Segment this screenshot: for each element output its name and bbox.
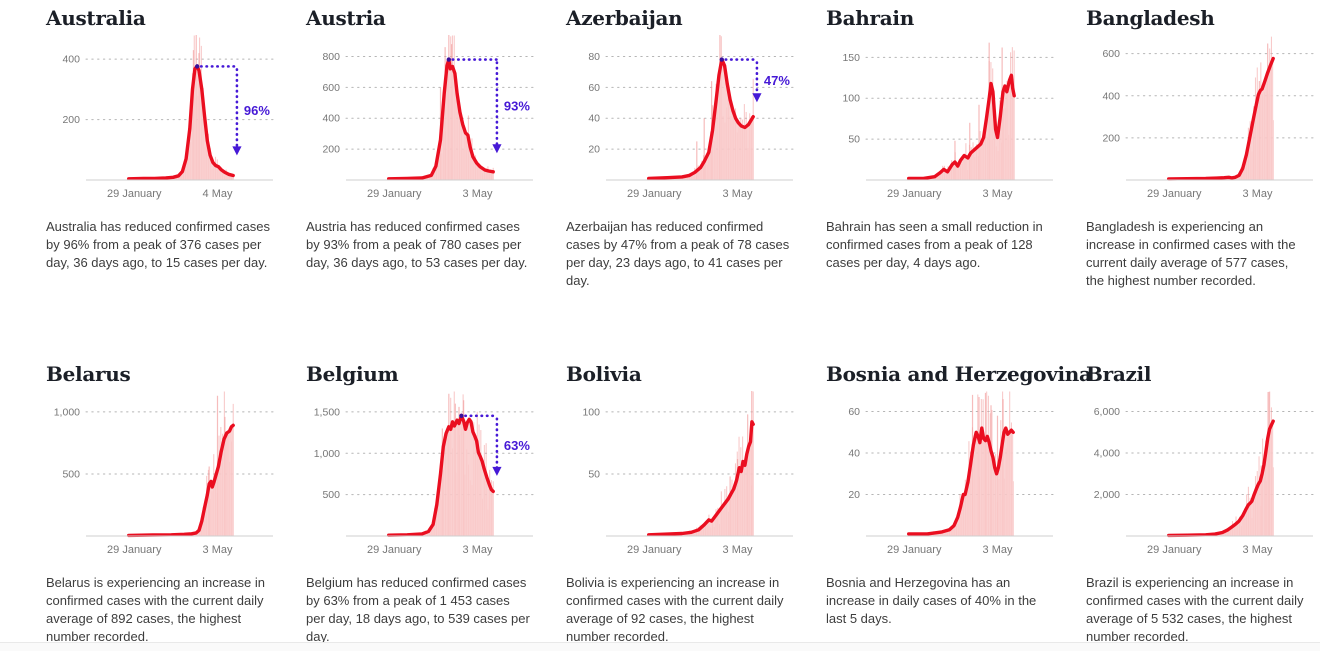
svg-text:400: 400	[1102, 90, 1120, 102]
svg-text:500: 500	[322, 489, 340, 501]
svg-text:150: 150	[842, 52, 860, 64]
chart-title: Austria	[306, 6, 386, 30]
chart-card-bahrain: Bahrain 150 100 50 29 January 3 May Bahrain …	[806, 2, 1066, 358]
chart-card-austria: Austria 800 600 400 200 29 January 3 May 93% A…	[286, 2, 546, 358]
chart-card-bolivia: Bolivia 100 50 29 January 3 May Bolivia is …	[546, 358, 806, 646]
chart-description: Azerbaijan has reduced confirmed cases b…	[566, 219, 790, 288]
svg-text:29 January: 29 January	[1147, 188, 1202, 200]
chart-description: Belarus is experiencing an increase in c…	[46, 575, 265, 644]
svg-text:3 May: 3 May	[203, 544, 233, 556]
svg-text:29 January: 29 January	[627, 544, 682, 556]
chart-title: Bosnia and Herzegovina	[826, 362, 1092, 386]
svg-text:29 January: 29 January	[107, 544, 162, 556]
svg-text:600: 600	[322, 82, 340, 94]
svg-text:29 January: 29 January	[627, 188, 682, 200]
svg-text:100: 100	[582, 406, 600, 418]
chart-title: Bangladesh	[1086, 6, 1215, 30]
chart-card-australia: Australia 400 200 29 January 4 May 96% Austr…	[26, 2, 286, 358]
chart-description: Brazil is experiencing an increase in co…	[1086, 575, 1304, 644]
svg-text:200: 200	[62, 114, 80, 126]
chart-title: Azerbaijan	[566, 6, 683, 30]
chart-description: Bahrain has seen a small reduction in co…	[826, 219, 1043, 270]
svg-text:3 May: 3 May	[1243, 544, 1273, 556]
area-chart: 100 50 29 January 3 May	[582, 391, 794, 556]
svg-text:60: 60	[588, 82, 600, 94]
chart-card-belgium: Belgium 1,500 1,000 500 29 January 3 May 63% …	[286, 358, 546, 646]
svg-text:80: 80	[588, 51, 600, 63]
area-chart: 1,000 500 29 January 3 May	[54, 391, 274, 556]
svg-text:2,000: 2,000	[1094, 489, 1120, 501]
chart-description: Bangladesh is experiencing an increase i…	[1086, 219, 1296, 288]
area-chart: 800 600 400 200 29 January 3 May 93%	[322, 35, 534, 200]
svg-text:400: 400	[322, 113, 340, 125]
svg-text:60: 60	[848, 406, 860, 418]
chart-card-bosnia-and-herzegovina: Bosnia and Herzegovina 60 40 20 29 January 3…	[806, 358, 1092, 646]
svg-text:3 May: 3 May	[463, 188, 493, 200]
svg-text:47%: 47%	[764, 73, 790, 88]
chart-title: Bahrain	[826, 6, 914, 30]
chart-description: Belgium has reduced confirmed cases by 6…	[306, 575, 530, 644]
area-chart: 600 400 200 29 January 3 May	[1102, 36, 1314, 200]
svg-text:1,500: 1,500	[314, 406, 340, 418]
page-bottom-strip	[0, 642, 1320, 651]
area-chart: 60 40 20 29 January 3 May	[848, 391, 1054, 556]
svg-text:600: 600	[1102, 48, 1120, 60]
svg-text:20: 20	[588, 144, 600, 156]
svg-text:3 May: 3 May	[463, 544, 493, 556]
svg-text:50: 50	[848, 134, 860, 146]
svg-text:96%: 96%	[244, 103, 270, 118]
area-chart: 150 100 50 29 January 3 May	[842, 42, 1054, 200]
svg-text:1,000: 1,000	[314, 448, 340, 460]
svg-text:40: 40	[848, 448, 860, 460]
svg-text:20: 20	[848, 489, 860, 501]
svg-text:3 May: 3 May	[983, 544, 1013, 556]
svg-text:200: 200	[322, 144, 340, 156]
svg-text:200: 200	[1102, 132, 1120, 144]
svg-text:3 May: 3 May	[723, 188, 753, 200]
svg-text:3 May: 3 May	[723, 544, 753, 556]
svg-text:40: 40	[588, 113, 600, 125]
chart-title: Belgium	[306, 362, 399, 386]
svg-text:29 January: 29 January	[1147, 544, 1202, 556]
area-chart: 6,000 4,000 2,000 29 January 3 May	[1094, 391, 1314, 556]
svg-text:63%: 63%	[504, 438, 530, 453]
svg-text:800: 800	[322, 51, 340, 63]
svg-text:1,000: 1,000	[54, 406, 80, 418]
svg-text:400: 400	[62, 54, 80, 66]
svg-text:3 May: 3 May	[983, 188, 1013, 200]
chart-card-bangladesh: Bangladesh 600 400 200 29 January 3 May Bang…	[1066, 2, 1320, 358]
svg-text:50: 50	[588, 468, 600, 480]
chart-description: Bolivia is experiencing an increase in c…	[566, 575, 784, 644]
chart-title: Australia	[46, 6, 146, 30]
chart-description: Austria has reduced confirmed cases by 9…	[306, 219, 528, 270]
chart-description: Australia has reduced confirmed cases by…	[46, 219, 271, 270]
chart-title: Brazil	[1086, 362, 1152, 386]
svg-text:6,000: 6,000	[1094, 406, 1120, 418]
svg-text:3 May: 3 May	[1243, 188, 1273, 200]
chart-card-brazil: Brazil 6,000 4,000 2,000 29 January 3 May Br…	[1066, 358, 1320, 646]
svg-text:29 January: 29 January	[887, 188, 942, 200]
area-chart: 1,500 1,000 500 29 January 3 May 63%	[314, 391, 534, 556]
svg-text:500: 500	[62, 468, 80, 480]
area-chart: 400 200 29 January 4 May 96%	[62, 35, 274, 200]
svg-text:29 January: 29 January	[367, 544, 422, 556]
chart-title: Belarus	[46, 362, 131, 386]
chart-description: Bosnia and Herzegovina has an increase i…	[826, 575, 1037, 626]
svg-text:29 January: 29 January	[887, 544, 942, 556]
chart-title: Bolivia	[566, 362, 642, 386]
svg-text:4,000: 4,000	[1094, 448, 1120, 460]
chart-card-belarus: Belarus 1,000 500 29 January 3 May Belarus …	[26, 358, 286, 646]
area-chart: 80 60 40 20 29 January 3 May 47%	[588, 35, 794, 200]
svg-text:29 January: 29 January	[367, 188, 422, 200]
chart-card-azerbaijan: Azerbaijan 80 60 40 20 29 January 3 May 47% Az…	[546, 2, 806, 358]
svg-text:29 January: 29 January	[107, 188, 162, 200]
svg-text:93%: 93%	[504, 99, 530, 114]
svg-text:100: 100	[842, 93, 860, 105]
svg-text:4 May: 4 May	[203, 188, 233, 200]
